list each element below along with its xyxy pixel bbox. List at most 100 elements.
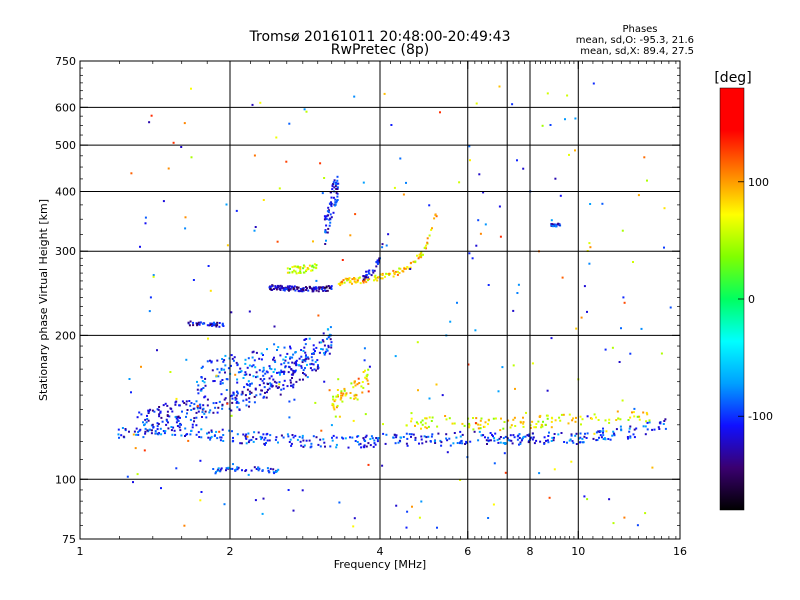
- data-point: [375, 437, 378, 439]
- data-point: [219, 380, 222, 383]
- data-point: [297, 286, 300, 289]
- data-point: [273, 288, 276, 290]
- data-point: [354, 396, 357, 399]
- data-point: [311, 269, 314, 272]
- data-point: [206, 324, 209, 327]
- data-point: [358, 443, 361, 446]
- data-point: [179, 416, 181, 419]
- data-point: [333, 400, 336, 403]
- data-point: [239, 371, 242, 373]
- data-point: [317, 286, 320, 289]
- colorbar-tick-label: -100: [748, 410, 773, 423]
- data-point: [318, 351, 321, 354]
- noise-point: [632, 261, 634, 263]
- noise-point: [559, 194, 562, 197]
- data-point: [211, 369, 214, 372]
- data-point: [512, 434, 515, 437]
- data-point: [376, 440, 379, 443]
- noise-point: [149, 296, 152, 299]
- data-point: [272, 358, 274, 361]
- data-point: [332, 181, 335, 184]
- data-point: [197, 392, 200, 395]
- data-point: [519, 442, 522, 445]
- noise-point: [405, 526, 408, 529]
- data-point: [188, 400, 191, 402]
- data-point: [368, 272, 371, 275]
- data-point: [245, 398, 248, 401]
- noise-point: [183, 524, 186, 527]
- data-point: [352, 386, 355, 389]
- noise-point: [132, 433, 135, 436]
- data-point: [478, 430, 481, 433]
- data-point: [428, 234, 431, 237]
- data-point: [533, 426, 536, 429]
- data-point: [162, 430, 165, 432]
- y-tick-label: 500: [55, 139, 76, 152]
- data-point: [309, 363, 312, 366]
- data-point: [579, 415, 582, 418]
- data-point: [543, 442, 546, 445]
- data-point: [319, 286, 322, 289]
- data-point: [291, 373, 294, 376]
- data-point: [189, 433, 192, 436]
- data-point: [251, 365, 254, 368]
- data-point: [398, 267, 401, 270]
- data-point: [225, 389, 228, 391]
- data-point: [375, 265, 378, 268]
- data-point: [152, 426, 155, 428]
- data-point: [648, 421, 651, 424]
- data-point: [311, 264, 314, 267]
- data-point: [435, 215, 438, 218]
- noise-point: [144, 216, 147, 219]
- data-point: [418, 442, 420, 445]
- noise-point: [394, 355, 397, 358]
- noise-point: [223, 503, 226, 506]
- data-point: [378, 275, 381, 278]
- data-point: [236, 392, 239, 395]
- data-point: [275, 288, 278, 291]
- data-point: [227, 367, 230, 370]
- data-point: [349, 280, 352, 283]
- data-point: [259, 435, 262, 438]
- data-point: [234, 399, 237, 401]
- data-point: [270, 383, 273, 386]
- data-point: [583, 435, 586, 438]
- data-point: [298, 435, 301, 438]
- noise-point: [611, 346, 614, 349]
- noise-point: [363, 347, 366, 350]
- noise-point: [183, 122, 186, 125]
- data-point: [324, 230, 327, 233]
- data-point: [362, 386, 365, 389]
- noise-point: [402, 193, 405, 196]
- noise-point: [660, 352, 663, 355]
- noise-point: [568, 153, 570, 156]
- data-point: [265, 442, 267, 444]
- data-point: [336, 199, 338, 202]
- data-point: [535, 439, 538, 442]
- noise-point: [218, 371, 221, 374]
- data-point: [248, 405, 250, 408]
- data-point: [286, 285, 289, 288]
- data-point: [290, 368, 293, 370]
- data-point: [166, 419, 168, 422]
- noise-point: [236, 466, 239, 469]
- noise-point: [312, 240, 314, 243]
- data-point: [176, 425, 179, 427]
- data-point: [212, 411, 215, 414]
- noise-point: [187, 439, 190, 442]
- noise-point: [273, 325, 276, 328]
- data-point: [176, 418, 179, 421]
- data-point: [294, 362, 297, 365]
- noise-point: [604, 348, 607, 351]
- data-point: [295, 364, 298, 367]
- data-point: [261, 436, 264, 439]
- data-point: [214, 406, 217, 409]
- data-point: [276, 470, 279, 473]
- data-point: [209, 323, 212, 326]
- noise-point: [330, 424, 333, 427]
- data-point: [157, 433, 160, 436]
- noise-point: [353, 95, 356, 98]
- data-point: [292, 369, 295, 372]
- data-point: [398, 439, 401, 442]
